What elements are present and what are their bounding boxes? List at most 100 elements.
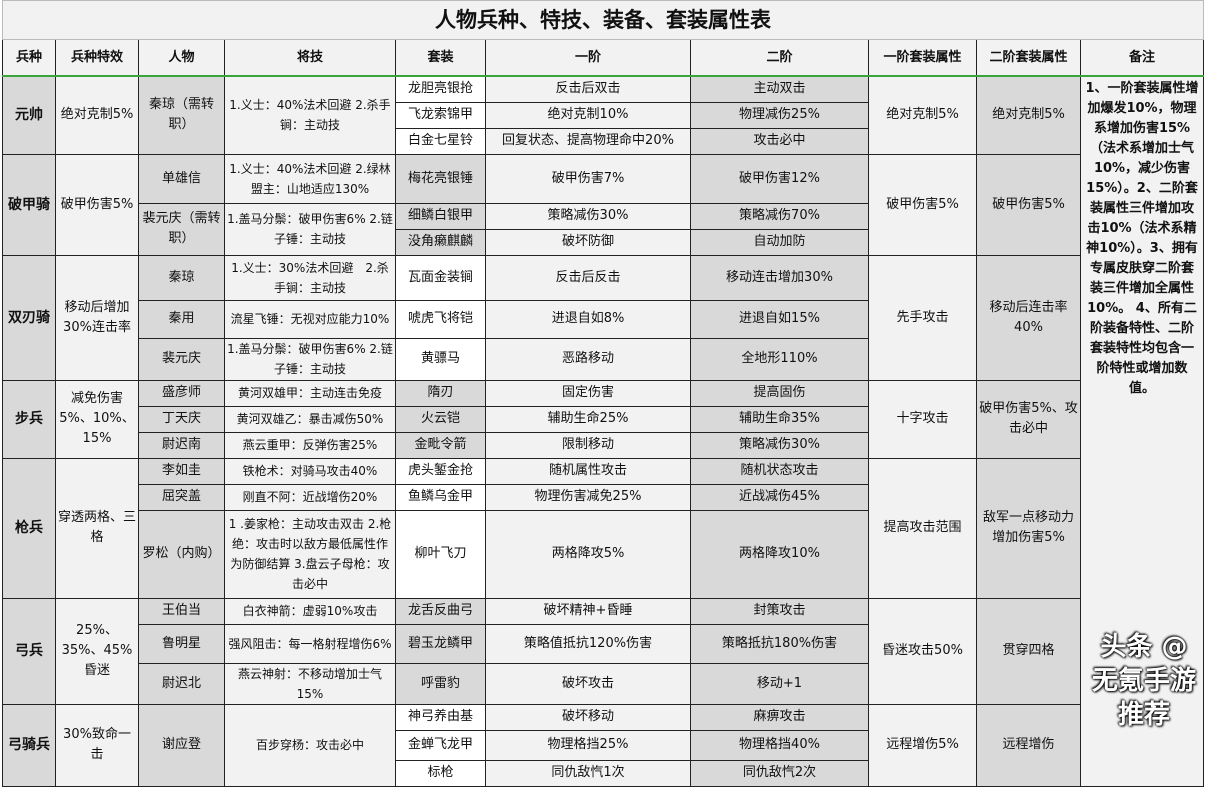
character-skill: 铁枪术：对骑马攻击40% bbox=[224, 457, 396, 485]
tier2-effect: 全地形110% bbox=[690, 337, 869, 381]
tier1-effect: 破甲伤害7% bbox=[485, 153, 691, 204]
tier1-effect: 绝对克制10% bbox=[485, 101, 691, 129]
character-name: 鲁明星 bbox=[138, 623, 225, 664]
tier1-effect: 进退自如8% bbox=[485, 299, 691, 339]
table-row: 尉迟南 燕云重甲：反弹伤害25% 金毗令箭 限制移动 策略减伤30% bbox=[3, 431, 1204, 459]
tier2-effect: 提高固伤 bbox=[690, 379, 869, 407]
character-skill: 白衣神箭：虚弱10%攻击 bbox=[224, 597, 396, 625]
tier1-effect: 限制移动 bbox=[485, 431, 691, 459]
character-skill: 1 .姜家枪：主动攻击双击 2.枪绝：攻击时以敌方最低属性作为防御结算 3.盘云… bbox=[224, 509, 396, 599]
character-name: 盛彦师 bbox=[138, 379, 225, 407]
unit-effect: 减免伤害5%、10%、15% bbox=[55, 379, 139, 459]
unit-effect: 30%致命一击 bbox=[55, 703, 139, 787]
tier2-effect: 进退自如15% bbox=[690, 299, 869, 339]
column-header: 套装 bbox=[395, 39, 486, 77]
tier1-effect: 两格降攻5% bbox=[485, 509, 691, 599]
table-row: 步兵 减免伤害5%、10%、15% 盛彦师 黄河双雄甲：主动连击免疫 隋刃 固定伤害 提高固… bbox=[2, 379, 1204, 459]
equipment-set-name: 唬虎飞将铠 bbox=[395, 299, 486, 339]
character-name: 秦用 bbox=[138, 299, 225, 339]
character-name: 秦琼（需转职） bbox=[138, 75, 225, 155]
character-skill: 百步穿杨：攻击必中 bbox=[224, 703, 396, 787]
table-row: 弓兵 25%、35%、45%昏迷 王伯当 白衣神箭：虚弱10%攻击 龙舌反曲弓 破坏精神+… bbox=[2, 597, 1204, 705]
sheet-title: 人物兵种、特技、装备、套装属性表 bbox=[2, 0, 1204, 40]
unit-type: 元帅 bbox=[2, 75, 56, 155]
character-skill: 刚直不阿：近战增伤20% bbox=[224, 483, 396, 511]
table-row: 屈突盖 刚直不阿：近战增伤20% 鱼鳞乌金甲 物理伤害减免25% 近战减伤45% bbox=[3, 483, 1204, 511]
column-header: 备注 bbox=[1080, 39, 1204, 77]
equipment-set-name: 飞龙索锦甲 bbox=[395, 101, 486, 129]
character-name: 丁天庆 bbox=[138, 405, 225, 433]
unit-type: 弓骑兵 bbox=[2, 703, 56, 787]
column-header: 人物 bbox=[138, 39, 225, 77]
tier1-effect: 随机属性攻击 bbox=[485, 457, 691, 485]
tier1-effect: 辅助生命25% bbox=[485, 405, 691, 433]
tier2-effect: 移动连击增加30% bbox=[690, 254, 869, 301]
tier2-effect: 两格降攻10% bbox=[690, 509, 869, 599]
character-skill: 1.盖马分鬃：破甲伤害6% 2.链子锤：主动技 bbox=[224, 202, 396, 256]
tier1-set-attribute: 绝对克制5% bbox=[868, 75, 977, 155]
equipment-set-name: 呼雷豹 bbox=[395, 662, 486, 705]
tier1-effect: 破坏防御 bbox=[485, 228, 691, 256]
equipment-set-name: 碧玉龙鳞甲 bbox=[395, 623, 486, 664]
tier2-set-attribute: 贯穿四格 bbox=[976, 597, 1081, 705]
table-row: 秦用 流星飞锤：无视对应能力10% 唬虎飞将铠 进退自如8% 进退自如15% bbox=[3, 299, 1204, 339]
column-header: 一阶 bbox=[485, 39, 691, 77]
tier2-effect: 近战减伤45% bbox=[690, 483, 869, 511]
equipment-set-name: 梅花亮银锤 bbox=[395, 153, 486, 204]
equipment-set-name: 瓦面金装锏 bbox=[395, 254, 486, 301]
character-skill: 1.义士：40%法术回避 2.绿林盟主：山地适应130% bbox=[224, 153, 396, 204]
tier1-effect: 回复状态、提高物理命中20% bbox=[485, 127, 691, 155]
equipment-set-name: 金蝉飞龙甲 bbox=[395, 729, 486, 761]
watermark: 头条 @无氪手游推荐 bbox=[1091, 632, 1196, 730]
character-name: 裴元庆 bbox=[138, 337, 225, 381]
character-name: 秦琼 bbox=[138, 254, 225, 301]
unit-type: 弓兵 bbox=[2, 597, 56, 705]
unit-type: 双刃骑 bbox=[2, 254, 56, 381]
tier2-effect: 物理格挡40% bbox=[690, 729, 869, 761]
equipment-set-name: 白金七星铃 bbox=[395, 127, 486, 155]
tier2-effect: 主动双击 bbox=[690, 75, 869, 103]
character-skill: 1.义士：40%法术回避 2.杀手锏：主动技 bbox=[224, 75, 396, 155]
tier2-effect: 策略减伤70% bbox=[690, 202, 869, 230]
unit-effect: 绝对克制5% bbox=[55, 75, 139, 155]
character-name: 谢应登 bbox=[138, 703, 225, 787]
tier1-set-attribute: 十字攻击 bbox=[868, 379, 977, 459]
equipment-set-name: 鱼鳞乌金甲 bbox=[395, 483, 486, 511]
column-header: 兵种特效 bbox=[55, 39, 139, 77]
unit-effect: 穿透两格、三格 bbox=[55, 457, 139, 599]
table-row: 金蝉飞龙甲 物理格挡25% 物理格挡40% bbox=[3, 729, 1204, 761]
table-row: 裴元庆（需转职） 1.盖马分鬃：破甲伤害6% 2.链子锤：主动技 细鳞白银甲 策略减伤… bbox=[3, 202, 1204, 256]
tier1-set-attribute: 远程增伤5% bbox=[868, 703, 977, 787]
column-header: 将技 bbox=[224, 39, 396, 77]
tier1-effect: 恶路移动 bbox=[485, 337, 691, 381]
equipment-set-name: 标枪 bbox=[395, 759, 486, 787]
tier2-effect: 同仇敌忾2次 bbox=[690, 759, 869, 787]
tier2-effect: 移动+1 bbox=[690, 662, 869, 705]
tier1-effect: 物理格挡25% bbox=[485, 729, 691, 761]
table-row: 裴元庆 1.盖马分鬃：破甲伤害6% 2.链子锤：主动技 黄骠马 恶路移动 全地形110% bbox=[3, 337, 1204, 381]
tier2-effect: 策略抵抗180%伤害 bbox=[690, 623, 869, 664]
table-row: 尉迟北 燕云神射：不移动增加士气15% 呼雷豹 破坏攻击 移动+1 bbox=[3, 662, 1204, 705]
tier1-effect: 反击后双击 bbox=[485, 75, 691, 103]
tier2-set-attribute: 远程增伤 bbox=[976, 703, 1081, 787]
tier1-effect: 策略减伤30% bbox=[485, 202, 691, 230]
character-name: 屈突盖 bbox=[138, 483, 225, 511]
tier1-set-attribute: 昏迷攻击50% bbox=[868, 597, 977, 705]
equipment-set-name: 细鳞白银甲 bbox=[395, 202, 486, 230]
character-name: 尉迟南 bbox=[138, 431, 225, 459]
tier2-effect: 破甲伤害12% bbox=[690, 153, 869, 204]
table-row: 双刃骑 移动后增加30%连击率 秦琼 1.义士：30%法术回避 2.杀手锏：主动技 瓦面… bbox=[2, 254, 1204, 381]
character-name: 罗松（内购） bbox=[138, 509, 225, 599]
character-name: 李如圭 bbox=[138, 457, 225, 485]
table-row: 丁天庆 黄河双雄乙：暴击减伤50% 火云铠 辅助生命25% 辅助生命35% bbox=[3, 405, 1204, 433]
tier2-set-attribute: 绝对克制5% bbox=[976, 75, 1081, 155]
table-row: 破甲骑 破甲伤害5% 单雄信 1.义士：40%法术回避 2.绿林盟主：山地适应130%… bbox=[2, 153, 1204, 256]
tier2-effect: 物理减伤25% bbox=[690, 101, 869, 129]
tier1-effect: 反击后反击 bbox=[485, 254, 691, 301]
table-row: 元帅 绝对克制5% 秦琼（需转职） 1.义士：40%法术回避 2.杀手锏：主动技 龙胆亮… bbox=[2, 75, 1204, 787]
character-skill: 流星飞锤：无视对应能力10% bbox=[224, 299, 396, 339]
tier2-set-attribute: 敌军一点移动力增加伤害5% bbox=[976, 457, 1081, 599]
table-row: 标枪 同仇敌忾1次 同仇敌忾2次 bbox=[3, 759, 1204, 787]
table-row: 鲁明星 强风阻击：每一格射程增伤6% 碧玉龙鳞甲 策略值抵抗120%伤害 策略抵抗180… bbox=[3, 623, 1204, 664]
